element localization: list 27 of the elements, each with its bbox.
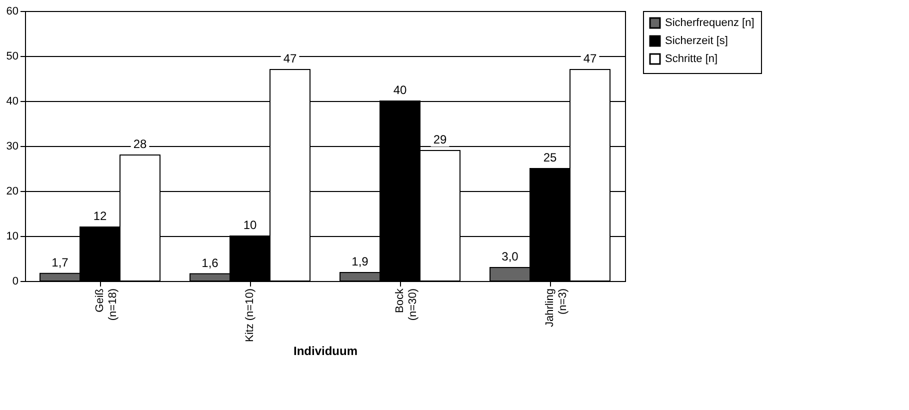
data-label: 28 (133, 137, 147, 151)
data-label: 12 (93, 209, 107, 223)
y-tick-label: 60 (6, 6, 18, 18)
y-tick-label: 0 (12, 276, 18, 288)
legend-label: Schritte [n] (665, 53, 718, 65)
y-tick-label: 20 (6, 186, 18, 198)
x-axis-title: Individuum (294, 344, 358, 358)
legend-label: Sicherfrequenz [n] (665, 17, 754, 29)
data-label: 47 (283, 52, 297, 66)
y-tick-label: 40 (6, 96, 18, 108)
y-tick-label: 30 (6, 140, 18, 152)
x-tick-label: Bock (n=30) (394, 288, 419, 321)
data-label: 29 (433, 132, 447, 146)
data-label: 40 (393, 83, 407, 97)
data-label: 1,6 (202, 256, 219, 270)
x-tick-label: Jahrling (n=3) (544, 288, 569, 328)
data-label: 3,0 (502, 250, 519, 264)
x-tick-label: Kitz (n=10) (244, 288, 256, 342)
x-tick-label: Geiß (n=18) (94, 288, 119, 321)
data-label: 1,7 (52, 255, 69, 270)
data-label: 47 (583, 52, 597, 66)
y-tick-label: 50 (6, 50, 18, 62)
legend-label: Sicherzeit [s] (665, 35, 728, 47)
data-label: 1,9 (352, 254, 369, 268)
data-label: 25 (543, 150, 557, 164)
y-tick-label: 10 (6, 230, 18, 242)
data-label: 10 (243, 218, 257, 232)
